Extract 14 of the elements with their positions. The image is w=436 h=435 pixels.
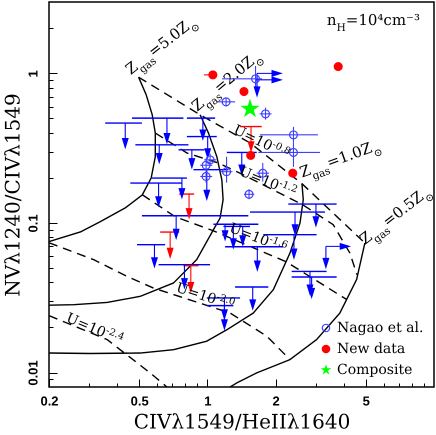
legend-label: Composite <box>337 362 412 378</box>
x-tick-label: 5 <box>362 394 370 408</box>
x-tick-label: 2 <box>272 394 280 408</box>
legend-label: Nagao et al. <box>337 320 424 336</box>
legend-label: New data <box>337 341 406 357</box>
y-tick-label: 1 <box>26 70 40 78</box>
annotation: n$_{H}$=10⁴cm⁻³ <box>326 11 420 34</box>
y-tick-label: 0.01 <box>26 360 40 386</box>
x-tick-label: 0.5 <box>130 394 149 408</box>
x-axis-title: CIVλ1549/HeIIλ1640 <box>134 410 350 434</box>
x-tick-label: 0.2 <box>40 394 59 408</box>
y-axis-title: NVλ1240/CIVλ1549 <box>0 93 24 297</box>
x-tick-label: 1 <box>204 394 212 408</box>
y-tick-label: 0.1 <box>26 214 40 232</box>
